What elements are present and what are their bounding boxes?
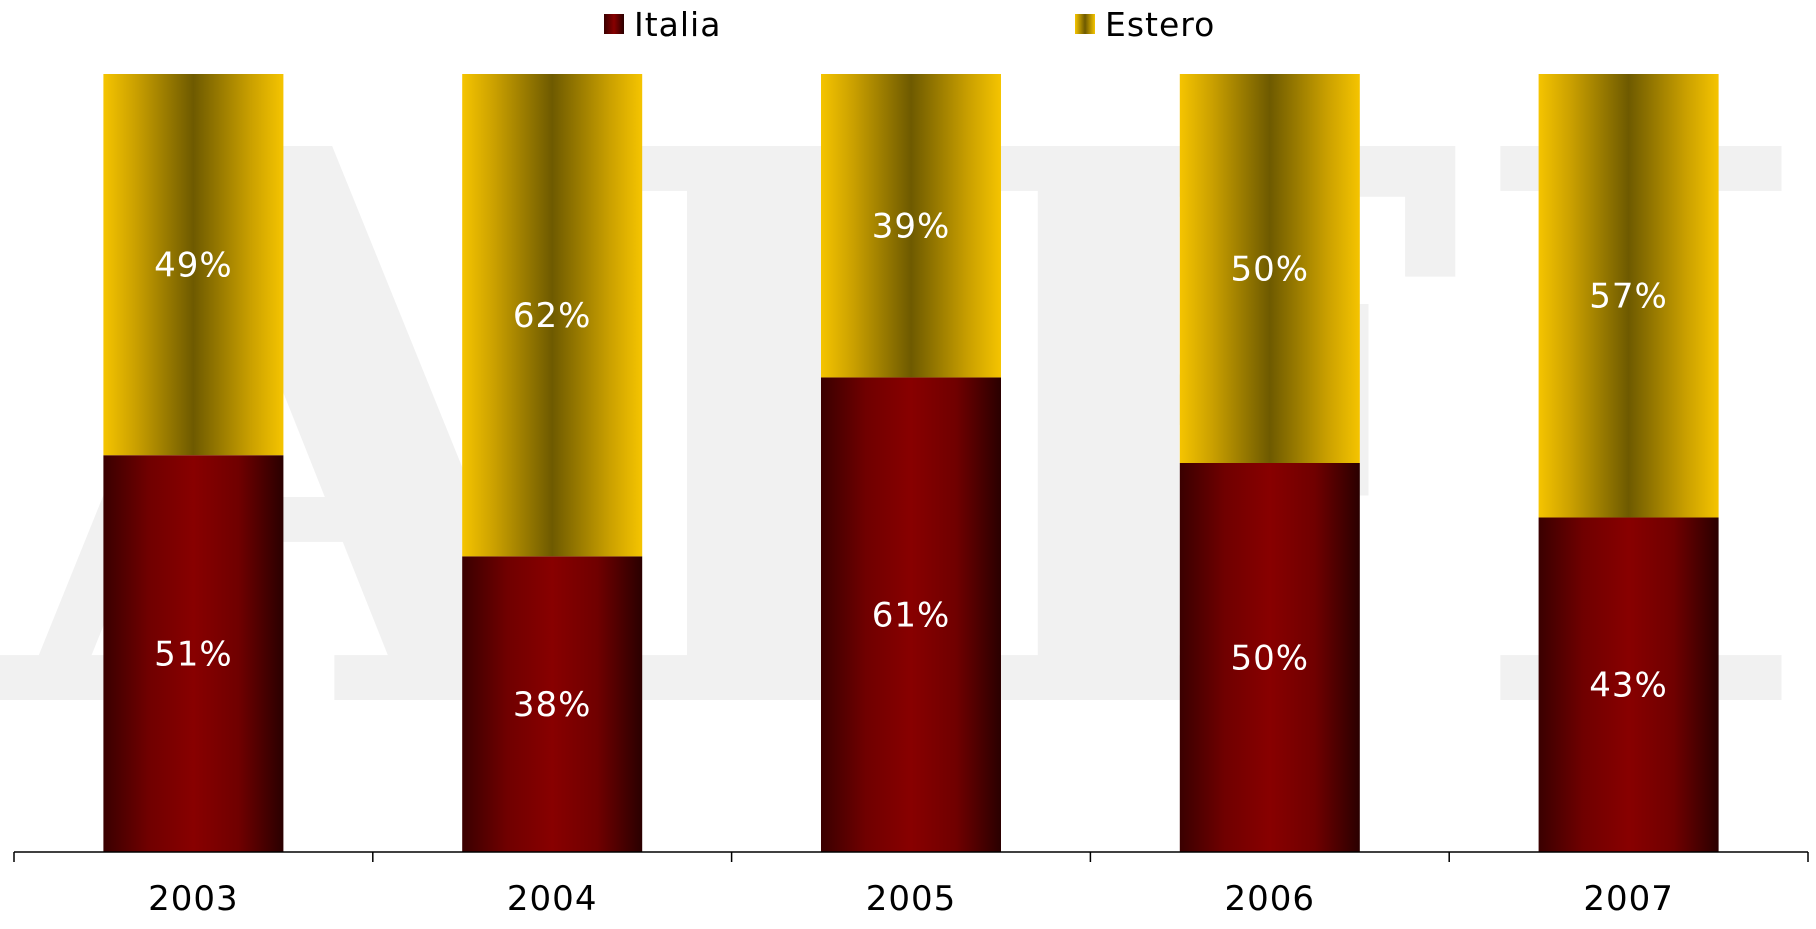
bar-estero-2005 <box>821 74 1001 378</box>
x-tick-label-2006: 2006 <box>1225 879 1316 919</box>
legend-label-italia: Italia <box>634 4 722 44</box>
bar-estero-2007 <box>1538 74 1719 518</box>
data-label-italia-2006: 50% <box>1231 639 1310 679</box>
legend-swatch-estero <box>1075 14 1095 34</box>
bar-italia-2005 <box>821 377 1001 852</box>
legend-label-estero: Estero <box>1105 4 1216 44</box>
x-tick-label-2005: 2005 <box>866 879 957 919</box>
bar-italia-2004 <box>462 556 643 852</box>
legend-item-estero: Estero <box>1075 4 1215 44</box>
bar-estero-2006 <box>1179 74 1360 463</box>
data-label-estero-2005: 39% <box>872 207 951 247</box>
data-label-estero-2007: 57% <box>1589 277 1668 317</box>
x-tick-label-2004: 2004 <box>507 879 598 919</box>
data-label-italia-2007: 43% <box>1589 666 1668 706</box>
data-label-estero-2003: 49% <box>154 246 233 286</box>
x-tick-label-2003: 2003 <box>148 879 239 919</box>
data-label-italia-2003: 51% <box>154 635 233 675</box>
bar-italia-2006 <box>1179 463 1360 852</box>
data-label-estero-2004: 62% <box>513 296 592 336</box>
data-label-italia-2004: 38% <box>513 685 592 725</box>
bar-estero-2003 <box>103 74 284 456</box>
bar-italia-2007 <box>1538 517 1719 852</box>
x-tick-label-2007: 2007 <box>1583 879 1674 919</box>
bar-italia-2003 <box>103 455 284 852</box>
legend-item-italia: Italia <box>604 4 721 44</box>
bar-estero-2004 <box>462 74 643 557</box>
data-label-italia-2005: 61% <box>872 596 951 636</box>
data-label-estero-2006: 50% <box>1231 250 1310 290</box>
legend-swatch-italia <box>604 14 624 34</box>
